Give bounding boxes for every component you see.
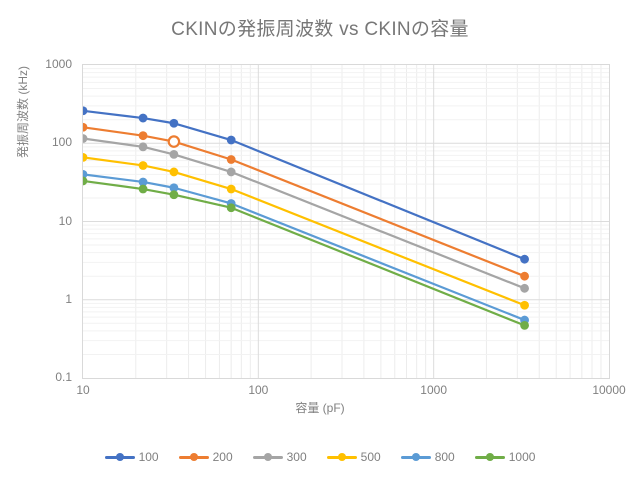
legend-label: 1000 xyxy=(508,450,536,464)
legend-label: 200 xyxy=(212,450,233,464)
data-point xyxy=(138,113,148,123)
legend-item-800[interactable]: 800 xyxy=(400,450,455,464)
data-point xyxy=(169,150,179,159)
data-point xyxy=(78,122,88,132)
y-axis-title: 発振周波数 (kHz) xyxy=(16,66,30,158)
data-point xyxy=(138,184,148,194)
plot-svg xyxy=(78,65,609,378)
data-point xyxy=(138,142,148,152)
series-100 xyxy=(78,106,529,264)
series-1000 xyxy=(78,176,529,330)
legend-swatch-icon xyxy=(104,452,135,462)
data-point xyxy=(138,177,148,187)
x-tick-label: 10000 xyxy=(592,383,626,397)
legend-label: 500 xyxy=(360,450,381,464)
series-800 xyxy=(78,169,529,325)
data-point xyxy=(78,134,88,143)
legend-item-300[interactable]: 300 xyxy=(252,450,307,464)
legend-swatch-icon xyxy=(400,452,431,462)
data-point xyxy=(226,184,236,194)
series-500 xyxy=(78,152,529,310)
data-point xyxy=(169,190,179,200)
data-point xyxy=(78,106,88,116)
legend-item-100[interactable]: 100 xyxy=(104,450,159,464)
legend-item-1000[interactable]: 1000 xyxy=(474,450,536,464)
grid-lines xyxy=(83,65,609,378)
legend-item-500[interactable]: 500 xyxy=(326,450,381,464)
data-point xyxy=(226,203,236,213)
data-point xyxy=(169,118,179,128)
x-tick-label: 1000 xyxy=(420,383,448,397)
chart-title: CKINの発振周波数 vs CKINの容量 xyxy=(171,19,469,40)
data-point xyxy=(520,283,529,293)
x-tick-label: 100 xyxy=(248,383,269,397)
data-point xyxy=(169,167,179,177)
legend-swatch-icon xyxy=(252,452,283,462)
data-point xyxy=(520,254,529,264)
x-tick-label: 10 xyxy=(76,383,90,397)
data-point-highlighted xyxy=(167,135,181,148)
data-point xyxy=(520,321,529,330)
legend-swatch-icon xyxy=(474,452,505,462)
data-point xyxy=(138,161,148,170)
legend-item-200[interactable]: 200 xyxy=(178,450,233,464)
legend-label: 300 xyxy=(286,450,307,464)
legend-label: 100 xyxy=(138,450,159,464)
series-300 xyxy=(78,134,529,293)
chart-legend: 100 200 300 500 800 1000 xyxy=(0,450,640,464)
data-point xyxy=(226,155,236,164)
legend-swatch-icon xyxy=(326,452,357,462)
legend-swatch-icon xyxy=(178,452,209,462)
data-point xyxy=(169,183,179,193)
data-point xyxy=(520,271,529,281)
legend-label: 800 xyxy=(434,450,455,464)
plot-area xyxy=(78,64,610,379)
data-point xyxy=(226,167,236,177)
data-point xyxy=(138,131,148,141)
data-point xyxy=(226,135,236,145)
x-axis-title: 容量 (pF) xyxy=(295,401,345,415)
data-point xyxy=(520,300,529,310)
